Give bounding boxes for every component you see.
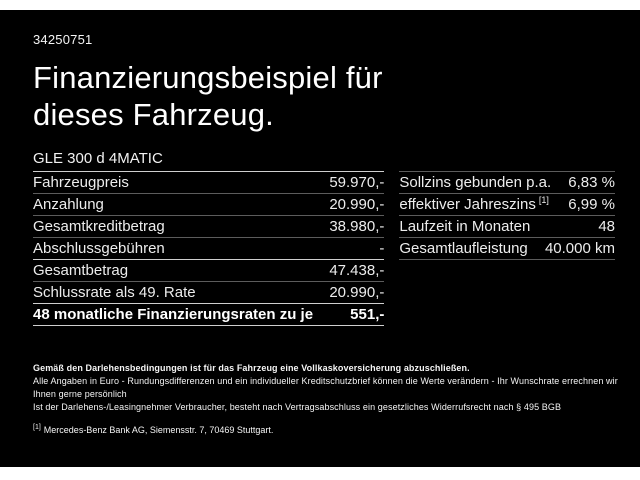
row-value: 20.990,- <box>329 284 385 301</box>
row-label: Gesamtkreditbetrag <box>33 218 165 235</box>
row-value: 48 <box>598 218 615 235</box>
table-row: 48 monatliche Finanzierungsraten zu je 55… <box>33 303 385 325</box>
vehicle-model-name: GLE 300 d 4MATIC <box>33 150 163 167</box>
legal-line-insurance: Gemäß den Darlehensbedingungen ist für d… <box>33 363 470 373</box>
row-label: Schlussrate als 49. Rate <box>33 284 196 301</box>
row-label: 48 monatliche Finanzierungsraten zu je <box>33 306 314 323</box>
row-label: Sollzins gebunden p.a. <box>399 174 552 191</box>
table-row: Abschlussgebühren - <box>33 237 385 259</box>
row-value: - <box>379 240 385 257</box>
footnote-bank-address: [1] Mercedes-Benz Bank AG, Siemensstr. 7,… <box>33 421 623 437</box>
table-row: Schlussrate als 49. Rate 20.990,- <box>33 281 385 303</box>
row-label: Gesamtlaufleistung <box>399 240 528 257</box>
legal-line-withdrawal: Ist der Darlehens-/Leasingnehmer Verbrau… <box>33 402 562 412</box>
row-label: Anzahlung <box>33 196 104 213</box>
footnote-ref: [1] <box>538 195 549 205</box>
row-value: 6,83 % <box>568 174 615 191</box>
row-value: 59.970,- <box>329 174 385 191</box>
table-row: Gesamtkreditbetrag 38.980,- <box>33 215 385 237</box>
table-row: Fahrzeugpreis 59.970,- <box>33 171 385 193</box>
row-value: 6,99 % <box>568 196 615 213</box>
finance-table-left: Fahrzeugpreis 59.970,- Anzahlung 20.990,- Ge… <box>33 171 385 326</box>
finance-tables: Fahrzeugpreis 59.970,- Anzahlung 20.990,- Ge… <box>33 171 615 326</box>
footnote-text: Mercedes-Benz Bank AG, Siemensstr. 7, 70… <box>43 425 274 435</box>
legal-line-disclaimer: Alle Angaben in Euro - Rundungsdifferenz… <box>33 376 618 399</box>
row-label: effektiver Jahreszins [1] <box>399 195 549 214</box>
table-row: Gesamtbetrag 47.438,- <box>33 259 385 281</box>
table-row: Sollzins gebunden p.a. 6,83 % <box>399 171 615 193</box>
table-row: effektiver Jahreszins [1] 6,99 % <box>399 193 615 215</box>
row-value: 47.438,- <box>329 262 385 279</box>
row-label: Fahrzeugpreis <box>33 174 129 191</box>
table-row: Anzahlung 20.990,- <box>33 193 385 215</box>
row-label: Abschlussgebühren <box>33 240 165 257</box>
table-row: Gesamtlaufleistung 40.000 km <box>399 237 615 259</box>
page-title: Finanzierungsbeispiel für dieses Fahrzeu… <box>33 60 383 132</box>
table-row: Laufzeit in Monaten 48 <box>399 215 615 237</box>
finance-example-panel: 34250751 Finanzierungsbeispiel für diese… <box>0 10 640 467</box>
row-value: 38.980,- <box>329 218 385 235</box>
row-value: 20.990,- <box>329 196 385 213</box>
row-label: Gesamtbetrag <box>33 262 129 279</box>
row-label: Laufzeit in Monaten <box>399 218 531 235</box>
row-value: 551,- <box>350 306 385 323</box>
legal-footer: Gemäß den Darlehensbedingungen ist für d… <box>33 362 623 437</box>
listing-ref-id: 34250751 <box>33 32 93 47</box>
row-value: 40.000 km <box>544 240 615 257</box>
finance-table-right: Sollzins gebunden p.a. 6,83 % effektiver J… <box>399 171 615 260</box>
footnote-marker: [1] <box>33 424 41 431</box>
